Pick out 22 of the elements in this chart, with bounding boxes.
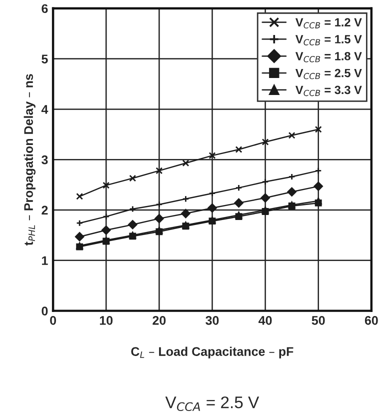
y-tick-label: 1 <box>42 256 48 265</box>
y-tick-label: 4 <box>41 105 48 114</box>
x-tick-label: 0 <box>50 316 56 325</box>
y-tick-label: 5 <box>42 54 48 64</box>
legend-label: V$_{CCB}$ = 3.3 V <box>295 86 362 96</box>
legend-label: V$_{CCB}$ = 2.5 V <box>295 68 362 80</box>
x-tick-label: 50 <box>312 316 325 325</box>
text: V$_{CCA}$ = 2.5 V <box>165 396 260 412</box>
y-axis-title: t$_{PHL}$ – Propagation Delay – ns <box>24 74 36 246</box>
x-tick-label: 60 <box>364 316 378 325</box>
x-axis-title: C$_{L}$ – Load Capacitance – pF <box>131 346 294 358</box>
x-tick-label: 40 <box>258 316 272 325</box>
y-tick-label: 3 <box>42 155 48 164</box>
x-tick-label: 20 <box>152 316 166 325</box>
x-tick-label: 30 <box>206 316 219 325</box>
x-tick-label: 10 <box>100 316 113 325</box>
legend-label: V$_{CCB}$ = 1.2 V <box>295 18 362 28</box>
y-tick-label: 6 <box>42 4 48 14</box>
y-tick-label: 0 <box>42 306 48 316</box>
y-tick-label: 2 <box>42 206 48 215</box>
legend-label: V$_{CCB}$ = 1.5 V <box>295 35 362 46</box>
legend-label: V$_{CCB}$ = 1.8 V <box>295 52 362 62</box>
